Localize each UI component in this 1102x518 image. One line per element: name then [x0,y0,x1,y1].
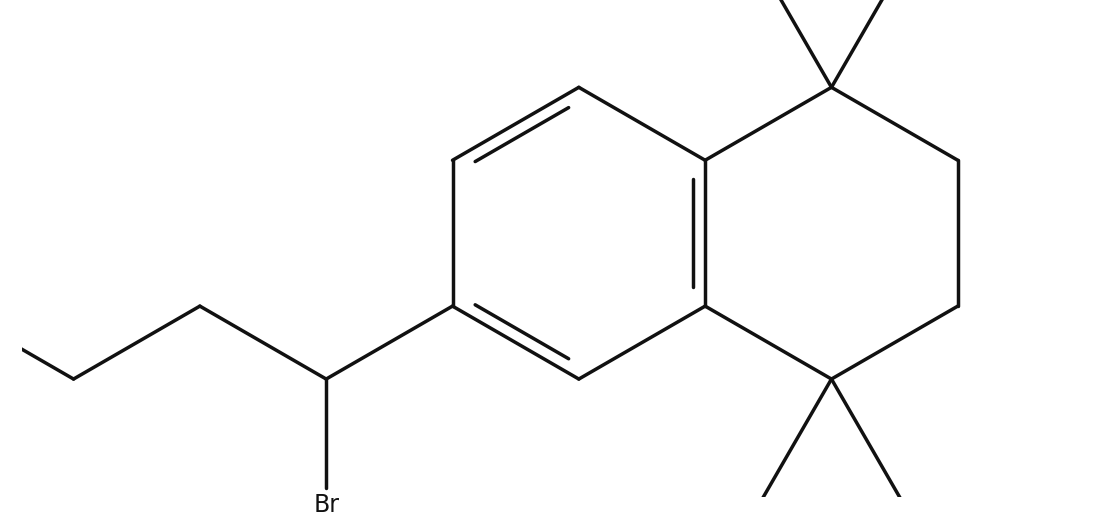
Text: Br: Br [313,493,339,517]
